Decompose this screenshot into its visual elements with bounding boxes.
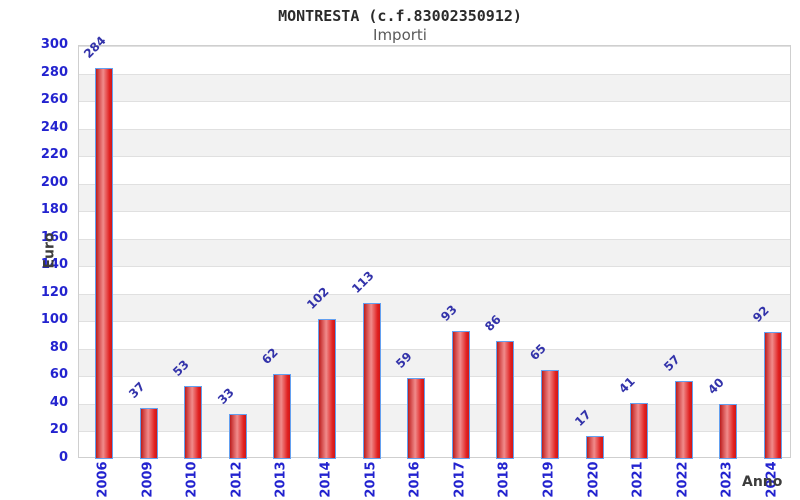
x-tick-label: 2009	[140, 461, 156, 498]
x-tick-label: 2017	[452, 461, 468, 498]
y-tick-label: 80	[49, 339, 68, 355]
y-tick-label: 220	[40, 147, 68, 163]
x-tick-label: 2015	[363, 461, 379, 498]
plot-band	[79, 293, 790, 322]
bar	[630, 403, 648, 459]
gridline	[79, 403, 790, 405]
plot-band	[79, 156, 790, 184]
y-tick-label: 280	[40, 64, 68, 80]
chart-subtitle: Importi	[373, 26, 427, 44]
x-tick-label: 2021	[630, 461, 646, 498]
gridline	[79, 238, 790, 240]
y-tick-label: 260	[40, 92, 68, 108]
bar	[184, 386, 202, 459]
bar	[586, 436, 604, 459]
y-tick-label: 60	[49, 367, 68, 383]
x-tick-label: 2020	[586, 461, 602, 498]
bar	[407, 378, 425, 459]
plot-band	[79, 238, 790, 267]
y-tick-label: 0	[58, 450, 68, 465]
bar	[229, 414, 247, 459]
y-tick-label: 40	[49, 394, 68, 410]
plot-band	[79, 101, 790, 129]
bar	[452, 331, 470, 459]
gridline	[79, 293, 790, 295]
plot-band	[79, 321, 790, 349]
x-tick-label: 2018	[496, 461, 512, 498]
gridline	[79, 431, 790, 433]
chart-title: MONTRESTA (c.f.83002350912)	[278, 7, 522, 25]
x-tick-label: 2022	[675, 461, 691, 498]
gridline	[79, 73, 790, 75]
x-tick-label: 2019	[541, 461, 557, 498]
x-axis-title: Anno	[742, 474, 783, 490]
y-tick-label: 180	[40, 202, 68, 218]
gridline	[79, 348, 790, 350]
plot-band	[79, 46, 790, 74]
gridline	[79, 46, 790, 47]
bar	[496, 341, 514, 459]
y-tick-label: 240	[40, 119, 68, 135]
x-tick-label: 2012	[229, 461, 245, 498]
bar	[318, 319, 336, 459]
plot-band	[79, 183, 790, 212]
x-tick-label: 2010	[184, 461, 200, 498]
gridline	[79, 101, 790, 103]
y-tick-label: 140	[40, 257, 68, 273]
y-axis-title: Euro	[41, 232, 58, 269]
bar	[675, 381, 693, 459]
gridline	[79, 183, 790, 185]
y-tick-label: 20	[49, 422, 68, 438]
x-tick-label: 2016	[407, 461, 423, 498]
x-tick-label: 2023	[719, 461, 735, 498]
bar	[541, 370, 559, 459]
x-tick-label: 2014	[318, 461, 334, 498]
bar	[140, 408, 158, 459]
bar	[95, 68, 113, 459]
plot-area	[78, 45, 791, 459]
plot-band	[79, 348, 790, 377]
plot-band	[79, 128, 790, 157]
gridline	[79, 266, 790, 268]
gridline	[79, 211, 790, 213]
bar	[764, 332, 782, 459]
bar	[719, 404, 737, 459]
plot-band	[79, 73, 790, 102]
plot-band	[79, 266, 790, 294]
gridline	[79, 156, 790, 158]
y-tick-label: 100	[40, 312, 68, 328]
y-tick-label: 200	[40, 174, 68, 190]
gridline	[79, 321, 790, 323]
y-tick-label: 160	[40, 229, 68, 245]
gridline	[79, 376, 790, 378]
y-tick-label: 120	[40, 284, 68, 300]
x-tick-label: 2006	[95, 461, 111, 498]
bar	[363, 303, 381, 459]
plot-band	[79, 211, 790, 239]
x-tick-label: 2013	[273, 461, 289, 498]
gridline	[79, 128, 790, 130]
bar	[273, 374, 291, 459]
y-tick-label: 300	[40, 37, 68, 52]
